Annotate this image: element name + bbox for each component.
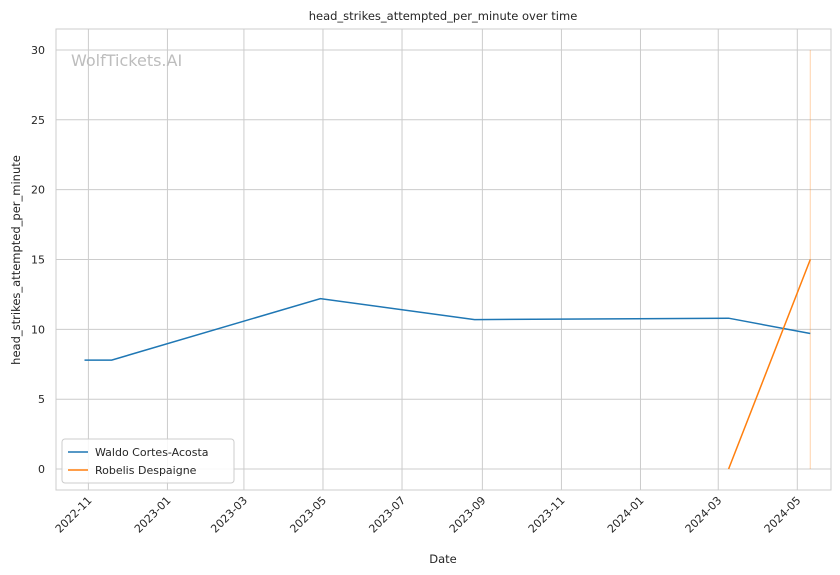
x-axis-tick-labels: 2022-11 2023-01 2023-03 2023-05 2023-07 2023-… — [53, 494, 804, 536]
grid-lines — [56, 29, 831, 490]
y-tick-label: 0 — [38, 463, 45, 476]
series-lines — [84, 49, 811, 470]
y-tick-label: 15 — [31, 254, 45, 267]
legend-box — [61, 438, 235, 484]
x-tick-label: 2024-01 — [605, 494, 647, 536]
x-tick-label: 2023-07 — [366, 494, 408, 536]
y-tick-label: 5 — [38, 393, 45, 406]
x-tick-label: 2024-03 — [683, 494, 725, 536]
y-tick-label: 20 — [31, 184, 45, 197]
x-tick-label: 2023-03 — [208, 494, 250, 536]
y-tick-label: 10 — [31, 323, 45, 336]
x-tick-label: 2023-11 — [526, 494, 568, 536]
series-line — [727, 259, 811, 470]
plot-frame — [55, 28, 832, 491]
y-axis-tick-labels: 0 5 10 15 20 25 30 — [31, 44, 45, 476]
watermark-text: WolfTickets.AI — [71, 51, 182, 70]
legend: Waldo Cortes-Acosta Robelis Despaigne — [61, 438, 235, 484]
x-tick-label: 2023-05 — [287, 494, 329, 536]
y-axis-title: head_strikes_attempted_per_minute — [9, 155, 23, 365]
chart-title: head_strikes_attempted_per_minute over t… — [309, 9, 578, 23]
series-line — [84, 297, 811, 361]
legend-label: Robelis Despaigne — [95, 464, 197, 477]
y-tick-label: 25 — [31, 114, 45, 127]
x-tick-label: 2023-01 — [132, 494, 174, 536]
legend-label: Waldo Cortes-Acosta — [95, 446, 209, 459]
x-axis-title: Date — [429, 552, 457, 566]
x-tick-label: 2022-11 — [53, 494, 95, 536]
x-tick-label: 2023-09 — [447, 494, 489, 536]
x-tick-label: 2024-05 — [762, 494, 804, 536]
y-tick-label: 30 — [31, 44, 45, 57]
